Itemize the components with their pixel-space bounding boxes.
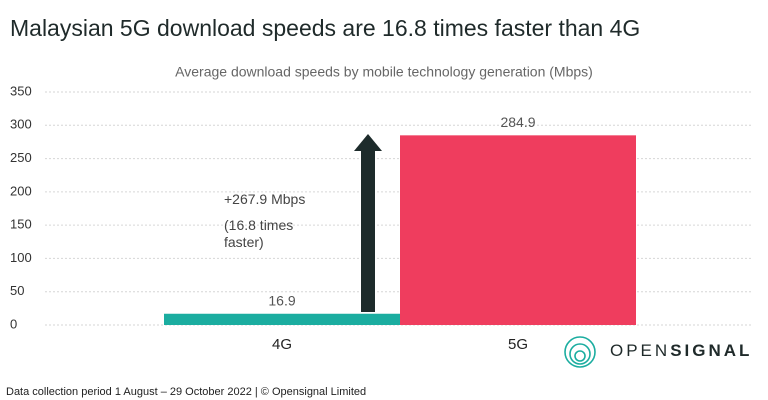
annotation: (16.8 times faster) bbox=[224, 217, 294, 250]
y-tick-label: 350 bbox=[10, 83, 32, 98]
logo-ring bbox=[564, 336, 596, 368]
y-tick-label: 200 bbox=[10, 183, 32, 198]
annotation: +267.9 Mbps bbox=[224, 191, 306, 207]
logo-icon bbox=[564, 336, 596, 368]
logo-ring bbox=[574, 350, 586, 362]
logo-text: OPENSIGNAL bbox=[610, 341, 752, 360]
arrow-shaft bbox=[361, 150, 375, 312]
logo-ring bbox=[569, 343, 591, 365]
y-tick-label: 100 bbox=[10, 250, 32, 265]
arrow-head bbox=[354, 134, 382, 151]
y-tick-label: 150 bbox=[10, 217, 32, 232]
value-label: 16.9 bbox=[268, 292, 295, 308]
arrow bbox=[354, 134, 382, 312]
grid: 0 50 100 150 200 250 300 350 bbox=[10, 83, 753, 331]
y-tick-label: 50 bbox=[10, 283, 24, 298]
bars: 16.9 4G 284.9 5G bbox=[164, 114, 636, 353]
x-tick-label: 5G bbox=[508, 336, 528, 353]
bar bbox=[400, 135, 636, 325]
logo-part: OPEN bbox=[610, 341, 670, 360]
x-tick-label: 4G bbox=[272, 336, 292, 353]
chart-title: Malaysian 5G download speeds are 16.8 ti… bbox=[10, 15, 640, 41]
logo-part: SIGNAL bbox=[670, 341, 752, 360]
chart-subtitle: Average download speeds by mobile techno… bbox=[175, 64, 593, 80]
y-tick-label: 0 bbox=[10, 316, 17, 331]
y-tick-label: 250 bbox=[10, 150, 32, 165]
bar bbox=[164, 313, 400, 325]
y-tick-label: 300 bbox=[10, 117, 32, 132]
value-label: 284.9 bbox=[500, 114, 535, 130]
footer: Data collection period 1 August – 29 Oct… bbox=[6, 386, 366, 398]
